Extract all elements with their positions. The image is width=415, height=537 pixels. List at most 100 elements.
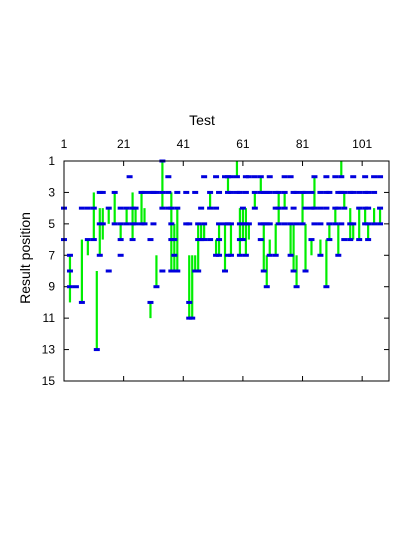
position-marker bbox=[201, 175, 208, 179]
position-marker bbox=[78, 206, 85, 210]
position-marker bbox=[111, 190, 118, 194]
x-tick-label: 81 bbox=[296, 137, 310, 151]
position-marker bbox=[213, 206, 220, 210]
position-marker bbox=[275, 190, 282, 194]
position-marker bbox=[201, 222, 208, 226]
position-marker bbox=[66, 269, 73, 273]
position-marker bbox=[308, 238, 315, 242]
y-tick-label: 1 bbox=[48, 154, 55, 168]
position-marker bbox=[90, 238, 97, 242]
position-marker bbox=[174, 269, 181, 273]
position-marker bbox=[159, 190, 166, 194]
position-marker bbox=[168, 206, 175, 210]
position-marker bbox=[174, 190, 181, 194]
position-marker bbox=[147, 238, 154, 242]
position-marker bbox=[222, 269, 229, 273]
position-marker bbox=[174, 206, 181, 210]
position-marker bbox=[287, 175, 294, 179]
position-marker bbox=[365, 238, 372, 242]
position-marker bbox=[192, 190, 199, 194]
range-lines bbox=[68, 161, 382, 350]
x-tick-label: 61 bbox=[236, 137, 250, 151]
position-marker bbox=[299, 222, 306, 226]
position-marker bbox=[317, 206, 324, 210]
position-marker bbox=[281, 222, 288, 226]
position-marker bbox=[338, 222, 345, 226]
position-marker bbox=[239, 206, 246, 210]
position-marker bbox=[123, 222, 130, 226]
position-marker bbox=[105, 206, 112, 210]
position-marker bbox=[96, 253, 103, 257]
position-marker bbox=[332, 222, 339, 226]
position-marker bbox=[207, 190, 214, 194]
position-marker bbox=[335, 206, 342, 210]
position-marker bbox=[183, 190, 190, 194]
position-marker bbox=[117, 238, 124, 242]
position-marker bbox=[311, 206, 318, 210]
position-marker bbox=[290, 269, 297, 273]
position-marker bbox=[111, 222, 118, 226]
plot-frame bbox=[63, 160, 390, 382]
y-tick-label: 7 bbox=[48, 248, 55, 262]
position-marker bbox=[186, 222, 193, 226]
y-tick-label: 15 bbox=[42, 374, 56, 388]
y-tick-label: 3 bbox=[48, 185, 55, 199]
position-marker bbox=[213, 175, 220, 179]
position-marker bbox=[141, 190, 148, 194]
position-marker bbox=[371, 175, 378, 179]
position-marker bbox=[266, 222, 273, 226]
position-marker bbox=[317, 190, 324, 194]
position-marker bbox=[326, 222, 333, 226]
position-marker bbox=[341, 190, 348, 194]
position-marker bbox=[168, 222, 175, 226]
position-marker bbox=[126, 175, 133, 179]
position-marker bbox=[266, 175, 273, 179]
position-marker bbox=[341, 206, 348, 210]
position-marker bbox=[227, 175, 234, 179]
position-marker bbox=[275, 222, 282, 226]
y-tick-label: 9 bbox=[48, 280, 55, 294]
position-marker bbox=[105, 269, 112, 273]
position-marker bbox=[216, 222, 223, 226]
position-marker bbox=[78, 300, 85, 304]
position-marker bbox=[66, 285, 73, 289]
position-marker bbox=[260, 269, 267, 273]
position-marker bbox=[159, 206, 166, 210]
position-marker bbox=[365, 206, 372, 210]
x-tick-label: 41 bbox=[177, 137, 191, 151]
position-marker bbox=[302, 206, 309, 210]
position-marker bbox=[326, 238, 333, 242]
position-marker bbox=[227, 222, 234, 226]
position-marker bbox=[281, 206, 288, 210]
position-marker bbox=[141, 222, 148, 226]
position-marker bbox=[165, 175, 172, 179]
position-marker bbox=[216, 238, 223, 242]
position-marker bbox=[302, 269, 309, 273]
position-marker bbox=[189, 316, 196, 320]
y-axis-label: Result position bbox=[17, 212, 33, 304]
y-tick-label: 13 bbox=[42, 343, 56, 357]
x-tick-label: 1 bbox=[61, 137, 68, 151]
position-marker bbox=[275, 206, 282, 210]
position-marker bbox=[227, 253, 234, 257]
position-marker bbox=[117, 253, 124, 257]
position-marker bbox=[326, 190, 333, 194]
position-marker bbox=[84, 206, 91, 210]
position-marker bbox=[236, 190, 243, 194]
position-marker bbox=[201, 238, 208, 242]
position-marker bbox=[216, 253, 223, 257]
x-axis-label: Test bbox=[189, 112, 215, 128]
position-marker bbox=[207, 238, 214, 242]
position-marker bbox=[207, 206, 214, 210]
position-marker bbox=[123, 206, 130, 210]
position-marker bbox=[129, 238, 136, 242]
position-marker bbox=[165, 190, 172, 194]
position-marker bbox=[117, 206, 124, 210]
position-marker bbox=[99, 222, 106, 226]
position-marker bbox=[117, 222, 124, 226]
position-marker bbox=[311, 222, 318, 226]
position-marker bbox=[293, 190, 300, 194]
position-marker bbox=[323, 175, 330, 179]
position-marker bbox=[377, 206, 384, 210]
